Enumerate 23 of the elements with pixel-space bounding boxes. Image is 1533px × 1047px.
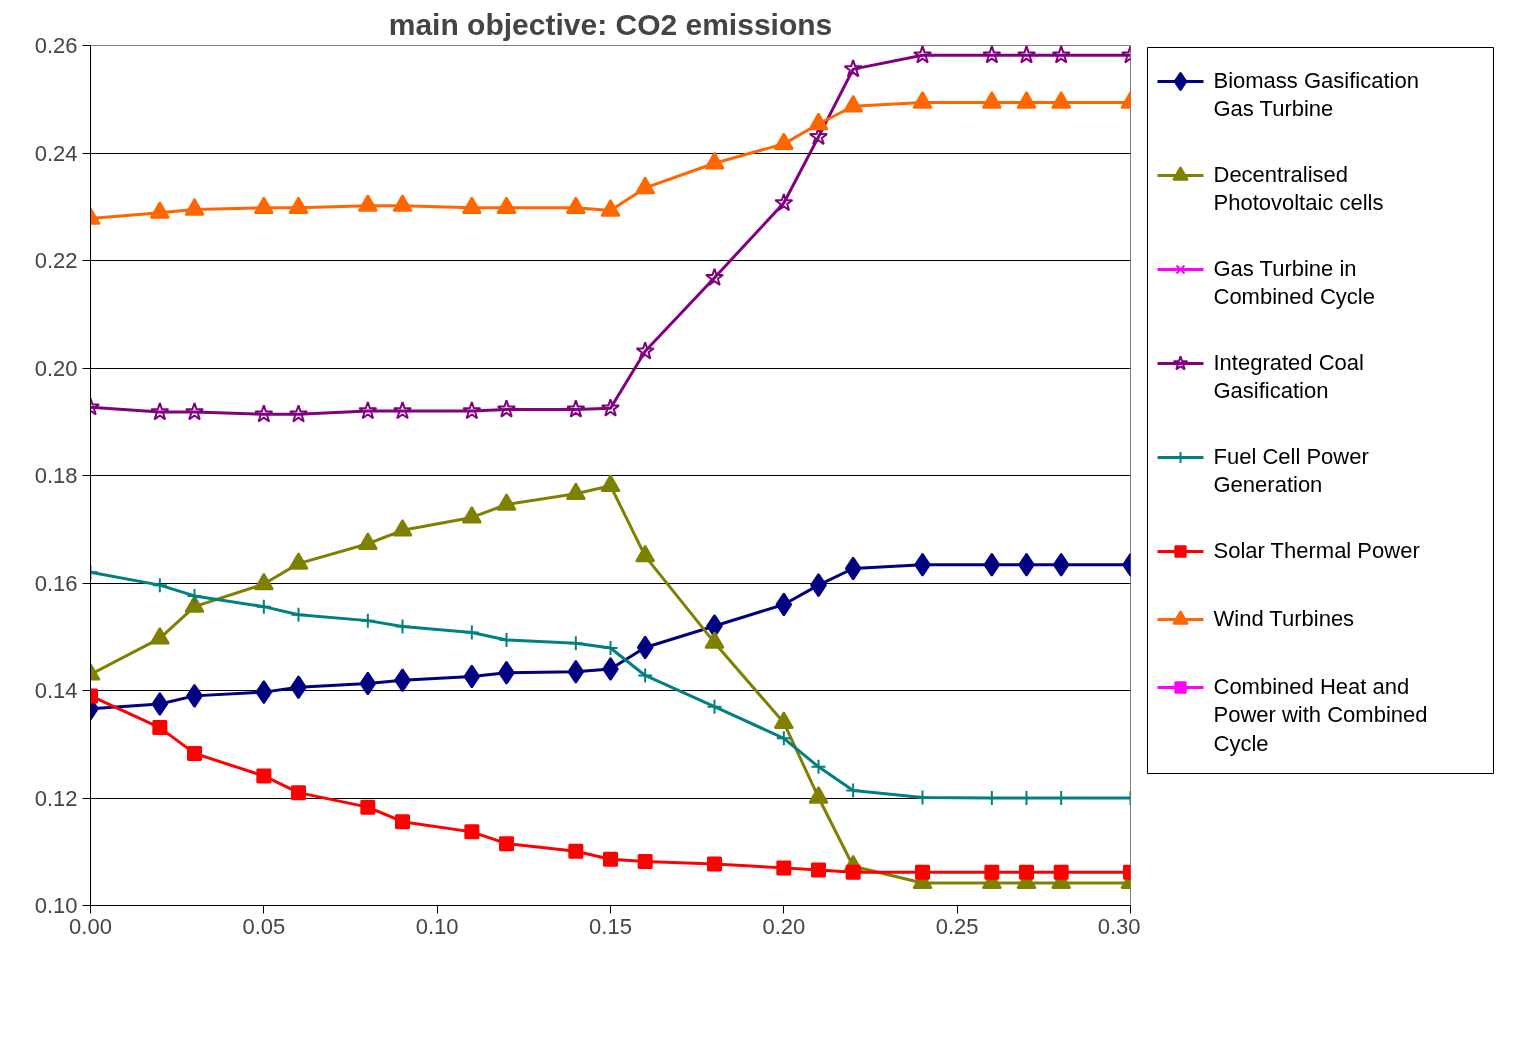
legend-label: Gas Turbine in Combined Cycle: [1213, 255, 1375, 310]
chart-title: main objective: CO2 emissions: [388, 7, 833, 41]
x-tick-label: 0.15: [589, 913, 632, 939]
y-tick-label: 0.16: [34, 570, 78, 596]
y-tick-label: 0.18: [34, 463, 78, 488]
legend-label: Integrated Coal Gasification: [1213, 349, 1364, 404]
y-tick-label: 0.22: [34, 248, 78, 273]
y-tick-label: 0.14: [34, 678, 78, 703]
y-tick-label: 0.24: [34, 140, 78, 166]
legend-label: Wind Turbines: [1213, 605, 1355, 631]
y-tick-label: 0.12: [34, 785, 78, 811]
x-tick-label: 0.05: [242, 913, 286, 939]
x-tick-label: 0.20: [762, 913, 806, 939]
legend-label: Solar Thermal Power: [1213, 537, 1420, 563]
y-tick-label: 0.26: [34, 33, 78, 58]
x-tick-label: 0.25: [935, 913, 979, 939]
x-tick-label: 0.10: [415, 913, 459, 939]
x-tick-label: 0.30: [1097, 913, 1141, 939]
legend-label: Decentralised Photovoltaic cells: [1213, 161, 1384, 216]
legend-label: Combined Heat and Power with Combined Cycle: [1213, 673, 1428, 756]
legend-label: Biomass Gasification Gas Turbine: [1213, 67, 1419, 122]
legend-label: Fuel Cell Power Generation: [1213, 443, 1369, 498]
y-tick-label: 0.20: [34, 355, 78, 381]
